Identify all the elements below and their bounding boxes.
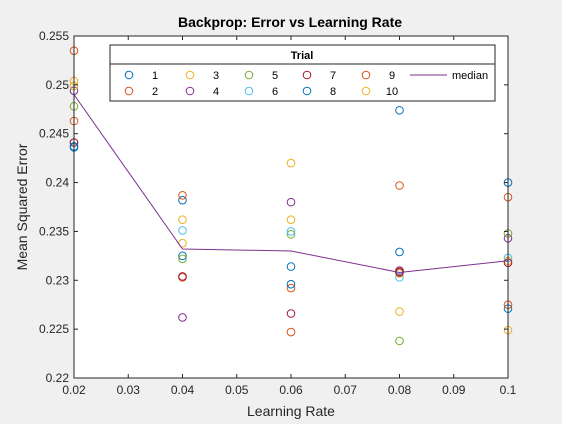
legend-label: 4	[213, 86, 219, 98]
y-tick-label: 0.22	[46, 371, 70, 385]
series-line-median	[73, 94, 509, 273]
data-point-trial-1	[395, 247, 404, 257]
x-tick-label: 0.09	[442, 383, 466, 397]
x-tick-label: 0.1	[500, 383, 517, 397]
data-point-trial-9	[395, 181, 404, 190]
legend-item-8: 8	[302, 86, 336, 98]
y-tick-label: 0.245	[39, 127, 69, 141]
y-axis-label: Mean Squared Error	[14, 143, 30, 270]
y-tick-label: 0.23	[46, 273, 70, 287]
y-tick-label: 0.255	[39, 29, 69, 43]
legend-item-5: 5	[244, 70, 278, 82]
legend-title: Trial	[291, 50, 314, 62]
legend-item-9: 9	[361, 70, 395, 82]
legend-marker	[244, 86, 254, 96]
legend-label: 9	[389, 70, 395, 82]
legend-marker	[361, 70, 371, 80]
data-point-trial-7	[178, 272, 187, 281]
legend-marker	[185, 86, 195, 96]
legend-item-7: 7	[302, 70, 336, 82]
legend-marker	[185, 70, 195, 80]
y-tick-label: 0.24	[46, 176, 70, 190]
data-point-trial-10	[286, 215, 296, 225]
data-point-trial-6	[178, 226, 187, 235]
data-point-trial-10	[395, 307, 404, 316]
legend-label: median	[452, 70, 488, 82]
x-tick-label: 0.02	[62, 383, 86, 397]
data-point-trial-1	[178, 251, 187, 261]
y-axis-ticks: 0.22 0.225 0.23 0.235 0.24 0.245 0.25 0.255	[39, 29, 508, 385]
legend-item-4: 4	[185, 86, 219, 98]
legend-label: 2	[152, 86, 158, 98]
legend-item-3: 3	[185, 70, 219, 82]
x-tick-label: 0.05	[225, 383, 249, 397]
data-point-trial-4	[286, 197, 296, 207]
legend-label: 10	[386, 86, 398, 98]
legend: Trial 1 2 3 4 5 6 7 8 9 10 median	[109, 44, 496, 102]
legend-marker	[302, 86, 312, 96]
data-point-trial-9	[178, 190, 187, 200]
data-point-trial-10	[178, 215, 187, 225]
data-point-trial-9	[286, 327, 296, 337]
x-tick-label: 0.08	[388, 383, 412, 397]
data-point-trial-8	[178, 195, 187, 205]
legend-item-2: 2	[124, 86, 158, 98]
legend-marker	[124, 70, 134, 80]
x-tick-label: 0.07	[334, 383, 358, 397]
legend-item-10: 10	[361, 86, 398, 98]
legend-marker	[302, 70, 312, 80]
legend-label: 1	[152, 70, 158, 82]
legend-marker	[361, 86, 371, 96]
data-point-trial-8	[286, 279, 296, 289]
x-axis-label: Learning Rate	[247, 403, 335, 419]
legend-label: 8	[330, 86, 336, 98]
x-axis-ticks: 0.02 0.03 0.04 0.05 0.06 0.07 0.08 0.09 0.1	[62, 36, 517, 397]
legend-box	[109, 44, 496, 102]
legend-label: 7	[330, 70, 336, 82]
data-point-trial-5	[395, 336, 404, 346]
x-tick-label: 0.03	[117, 383, 141, 397]
data-point-trial-3	[286, 158, 296, 168]
y-tick-label: 0.25	[46, 78, 70, 92]
chart-title: Backprop: Error vs Learning Rate	[178, 14, 402, 30]
y-tick-label: 0.225	[39, 322, 69, 336]
data-point-trial-4	[178, 313, 187, 322]
legend-items: 1 2 3 4 5 6 7 8 9 10 median	[124, 70, 488, 98]
legend-marker	[124, 86, 134, 96]
legend-label: 6	[272, 86, 278, 98]
data-point-trial-5	[178, 254, 187, 264]
data-point-trial-7	[286, 309, 296, 318]
data-point-trial-8	[395, 105, 404, 115]
data-point-trial-6	[395, 273, 404, 282]
legend-item-median: median	[410, 70, 488, 82]
legend-label: 5	[272, 70, 278, 82]
legend-item-1: 1	[124, 70, 158, 82]
legend-marker	[244, 70, 254, 80]
x-tick-label: 0.06	[279, 383, 303, 397]
x-tick-label: 0.04	[171, 383, 195, 397]
legend-label: 3	[213, 70, 219, 82]
data-point-trial-5	[286, 230, 296, 239]
legend-item-6: 6	[244, 86, 278, 98]
data-point-trial-6	[286, 227, 296, 236]
data-point-trial-1	[286, 262, 296, 271]
y-tick-label: 0.235	[39, 224, 69, 238]
data-point-trial-2	[286, 283, 296, 293]
